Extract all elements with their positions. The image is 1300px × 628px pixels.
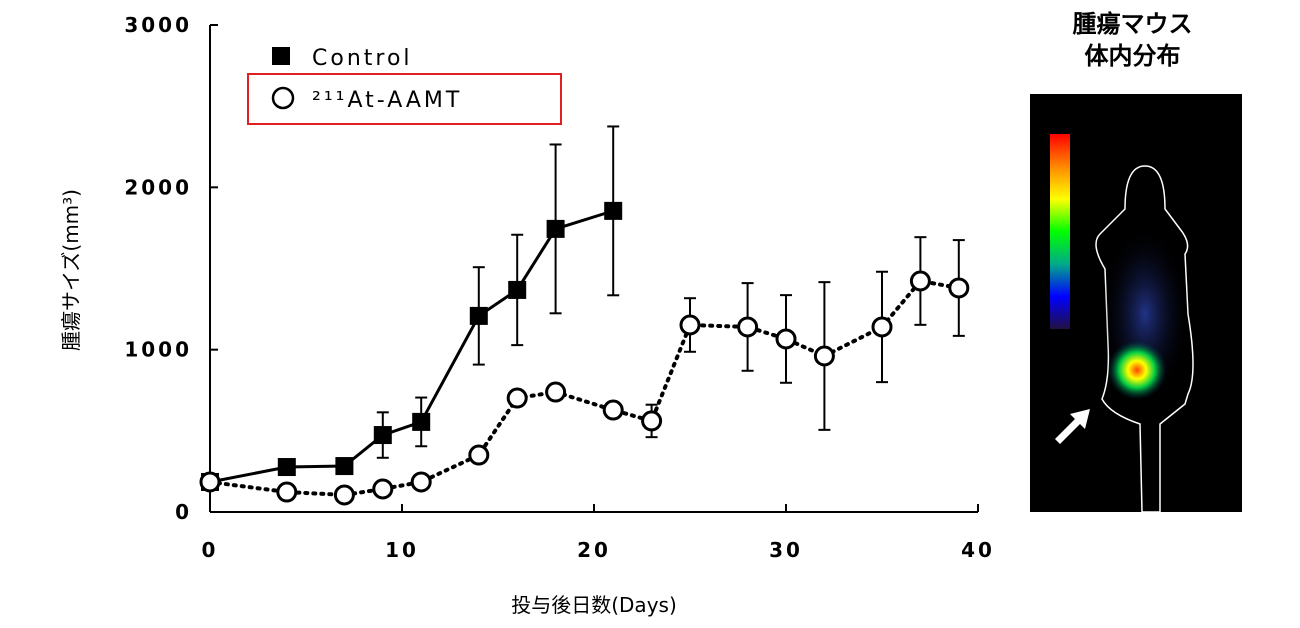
series-line [208,278,961,497]
y-axis-label: 腫瘍サイズ(mm³) [59,189,83,351]
data-point [546,219,565,238]
data-point [604,201,623,220]
x-tick-label: 20 [577,538,611,562]
legend-label-control: Control [312,46,413,71]
mouse-imaging-panel [1030,94,1242,512]
x-tick-label: 30 [769,538,803,562]
inset-title-2: 体内分布 [1084,42,1181,70]
series-control [201,125,623,491]
series-line [208,209,615,484]
data-point [373,426,392,445]
inset-title-1: 腫瘍マウス [1072,10,1193,38]
data-point [775,328,797,350]
legend-marker-control [272,47,290,65]
legend-label-aamt: ²¹¹At-AAMT [312,88,462,113]
series-aamt [199,236,970,506]
x-tick-label: 40 [961,538,995,562]
data-point [602,399,624,421]
y-tick-label: 3000 [124,13,192,37]
data-point [335,457,354,476]
data-point [813,345,835,367]
data-point [412,412,431,431]
data-point [545,381,567,403]
data-point [508,280,527,299]
x-axis-label: 投与後日数(Days) [511,593,677,617]
y-tick-label: 2000 [124,175,192,199]
data-point [737,316,759,338]
arrow-icon [1055,409,1090,444]
data-point [641,410,663,432]
data-point [948,277,970,299]
data-point [372,478,394,500]
data-point [469,306,488,325]
color-scale-bar [1050,134,1070,329]
data-point [871,316,893,338]
data-point [199,471,221,493]
data-point [506,387,528,409]
y-tick-label: 1000 [124,338,192,362]
data-point [909,270,931,292]
y-tick-label: 0 [175,500,192,524]
data-point [276,481,298,503]
data-point [679,314,701,336]
x-tick-label: 0 [202,538,219,562]
data-point [277,458,296,477]
legend-marker-aamt [271,86,295,110]
data-point [468,444,490,466]
mouse-outline [1055,165,1194,512]
data-point [410,471,432,493]
x-tick-label: 10 [385,538,419,562]
highlight-box [247,73,562,125]
data-point [333,484,355,506]
